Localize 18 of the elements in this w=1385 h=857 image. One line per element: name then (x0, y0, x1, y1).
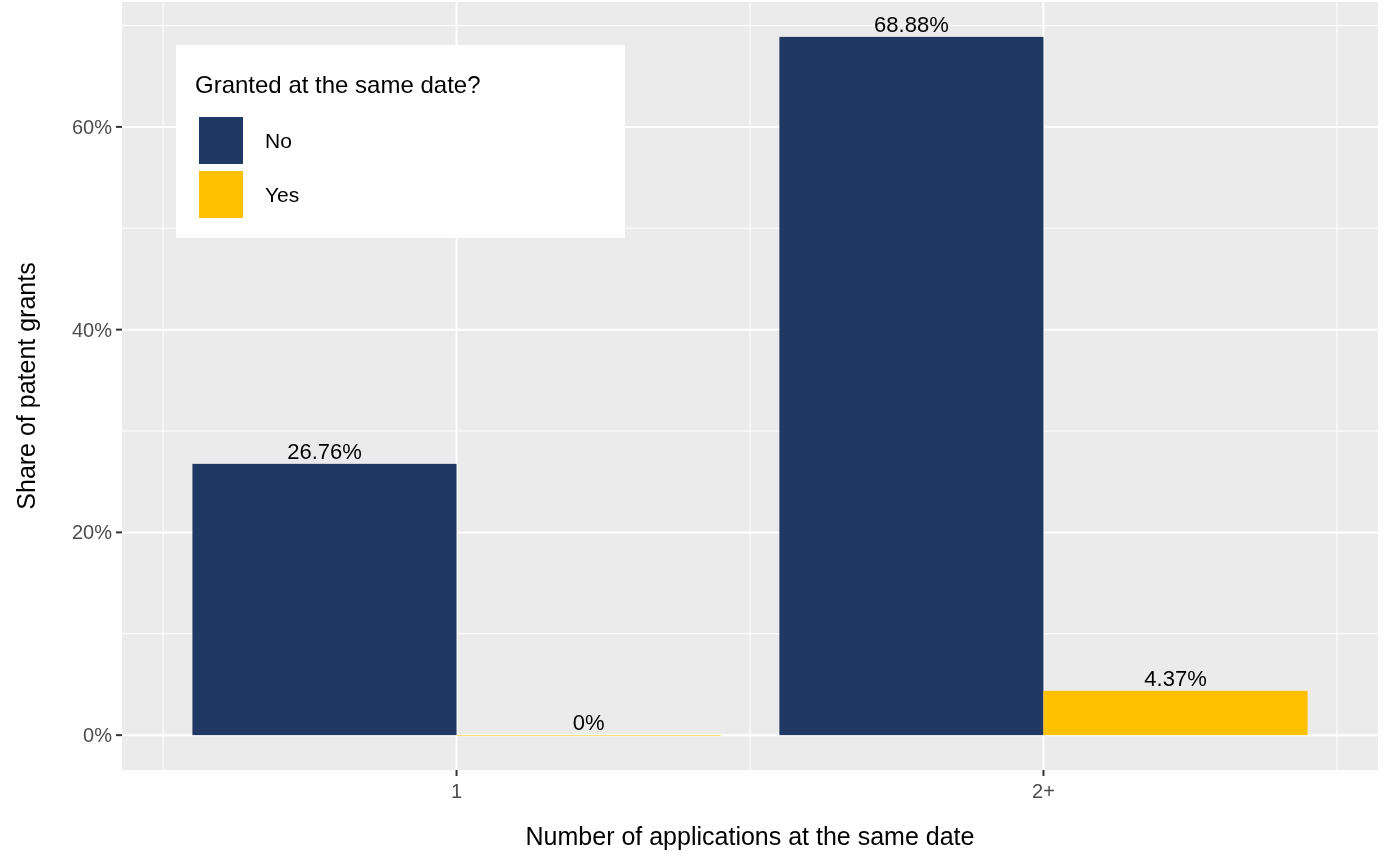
data-label: 26.76% (287, 438, 362, 464)
y-tick-label: 20% (71, 521, 113, 544)
legend-label: Yes (265, 183, 300, 207)
x-axis-title: Number of applications at the same date (525, 822, 975, 850)
data-label: 0% (572, 710, 605, 736)
legend-title: Granted at the same date? (195, 71, 481, 98)
y-tick-label: 40% (71, 318, 113, 341)
x-tick-label: 1 (450, 780, 463, 802)
bar (779, 36, 1044, 736)
x-tick-label: 2+ (1032, 780, 1055, 802)
bar (192, 463, 457, 736)
y-axis-title: Share of patent grants (12, 262, 40, 510)
data-label: 68.88% (874, 11, 949, 37)
y-tick-label: 0% (83, 724, 113, 747)
y-tick-label: 60% (71, 115, 113, 138)
legend-label: No (265, 129, 292, 153)
data-label: 4.37% (1144, 665, 1207, 691)
bar (1043, 690, 1308, 736)
